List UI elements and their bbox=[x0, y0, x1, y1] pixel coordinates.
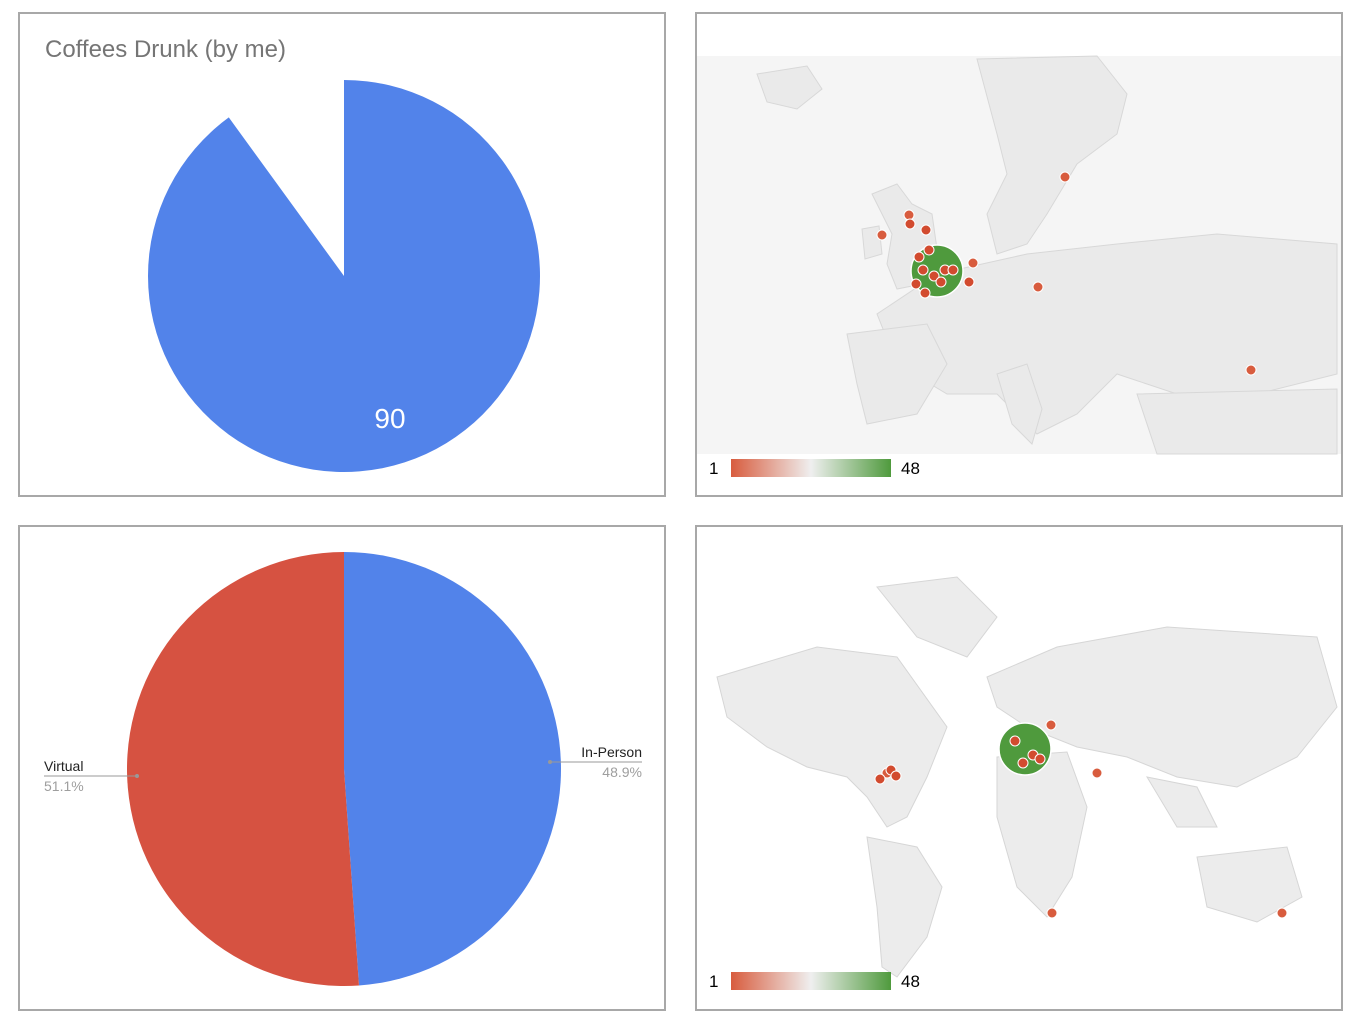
map-marker-cluster[interactable] bbox=[913, 251, 925, 263]
coffees-pie-svg: 90 bbox=[147, 80, 540, 472]
map-marker-cluster[interactable] bbox=[1017, 757, 1029, 769]
legend-max: 48 bbox=[901, 972, 920, 991]
map-marker-sweden[interactable] bbox=[1059, 171, 1071, 183]
map-marker-georgia[interactable] bbox=[1091, 767, 1103, 779]
color-axis-legend: 1 48 bbox=[709, 459, 920, 478]
map-markers bbox=[874, 719, 1288, 919]
chart-title: Coffees Drunk (by me) bbox=[45, 36, 286, 63]
map-marker-australia[interactable] bbox=[1276, 907, 1288, 919]
map-marker-ireland[interactable] bbox=[876, 229, 888, 241]
europe-map-svg: 1 48 bbox=[697, 55, 1341, 478]
map-marker-cluster[interactable] bbox=[935, 276, 947, 288]
map-marker-cluster[interactable] bbox=[1034, 753, 1046, 765]
percent-virtual: 51.1% bbox=[44, 778, 84, 794]
map-marker-cluster[interactable] bbox=[874, 773, 886, 785]
label-virtual: Virtual bbox=[44, 758, 83, 774]
map-marker-netherlands[interactable] bbox=[967, 257, 979, 269]
map-marker-south-africa[interactable] bbox=[1046, 907, 1058, 919]
meeting-type-pie-panel: In-Person 48.9% Virtual 51.1% bbox=[18, 525, 666, 1011]
map-marker-cluster[interactable] bbox=[919, 287, 931, 299]
world-map-svg: 1 48 bbox=[709, 576, 1338, 991]
map-marker-georgia[interactable] bbox=[1245, 364, 1257, 376]
map-marker-cluster[interactable] bbox=[890, 770, 902, 782]
legend-min: 1 bbox=[709, 972, 718, 991]
pie-slice-in-person[interactable] bbox=[344, 552, 561, 986]
map-marker-cluster[interactable] bbox=[947, 264, 959, 276]
map-marker-cluster[interactable] bbox=[923, 244, 935, 256]
coffees-pie-panel: Coffees Drunk (by me) 90 bbox=[18, 12, 666, 497]
map-marker-czechia[interactable] bbox=[1032, 281, 1044, 293]
legend-min: 1 bbox=[709, 459, 718, 478]
europe-map-panel: 1 48 bbox=[695, 12, 1343, 497]
map-marker-cluster[interactable] bbox=[963, 276, 975, 288]
map-marker-sweden[interactable] bbox=[1045, 719, 1057, 731]
pie-slice-coffees[interactable] bbox=[147, 80, 540, 472]
map-marker-cluster[interactable] bbox=[1009, 735, 1021, 747]
map-marker-scotland[interactable] bbox=[903, 209, 915, 221]
label-in-person: In-Person bbox=[581, 744, 642, 760]
map-marker-cluster[interactable] bbox=[904, 218, 916, 230]
map-marker-cluster[interactable] bbox=[910, 278, 922, 290]
pie-slice-virtual[interactable] bbox=[126, 552, 359, 986]
map-marker-cluster[interactable] bbox=[928, 270, 940, 282]
meeting-type-pie-svg: In-Person 48.9% Virtual 51.1% bbox=[44, 552, 642, 986]
color-axis-legend: 1 48 bbox=[709, 972, 920, 991]
world-map-panel: 1 48 bbox=[695, 525, 1343, 1011]
map-marker-cluster[interactable] bbox=[917, 264, 929, 276]
percent-in-person: 48.9% bbox=[602, 764, 642, 780]
map-marker-cluster[interactable] bbox=[920, 224, 932, 236]
pie-data-label: 90 bbox=[374, 403, 405, 434]
landmass-shapes bbox=[716, 576, 1338, 978]
map-markers bbox=[876, 171, 1257, 376]
legend-gradient bbox=[731, 459, 891, 477]
legend-gradient bbox=[731, 972, 891, 990]
legend-max: 48 bbox=[901, 459, 920, 478]
